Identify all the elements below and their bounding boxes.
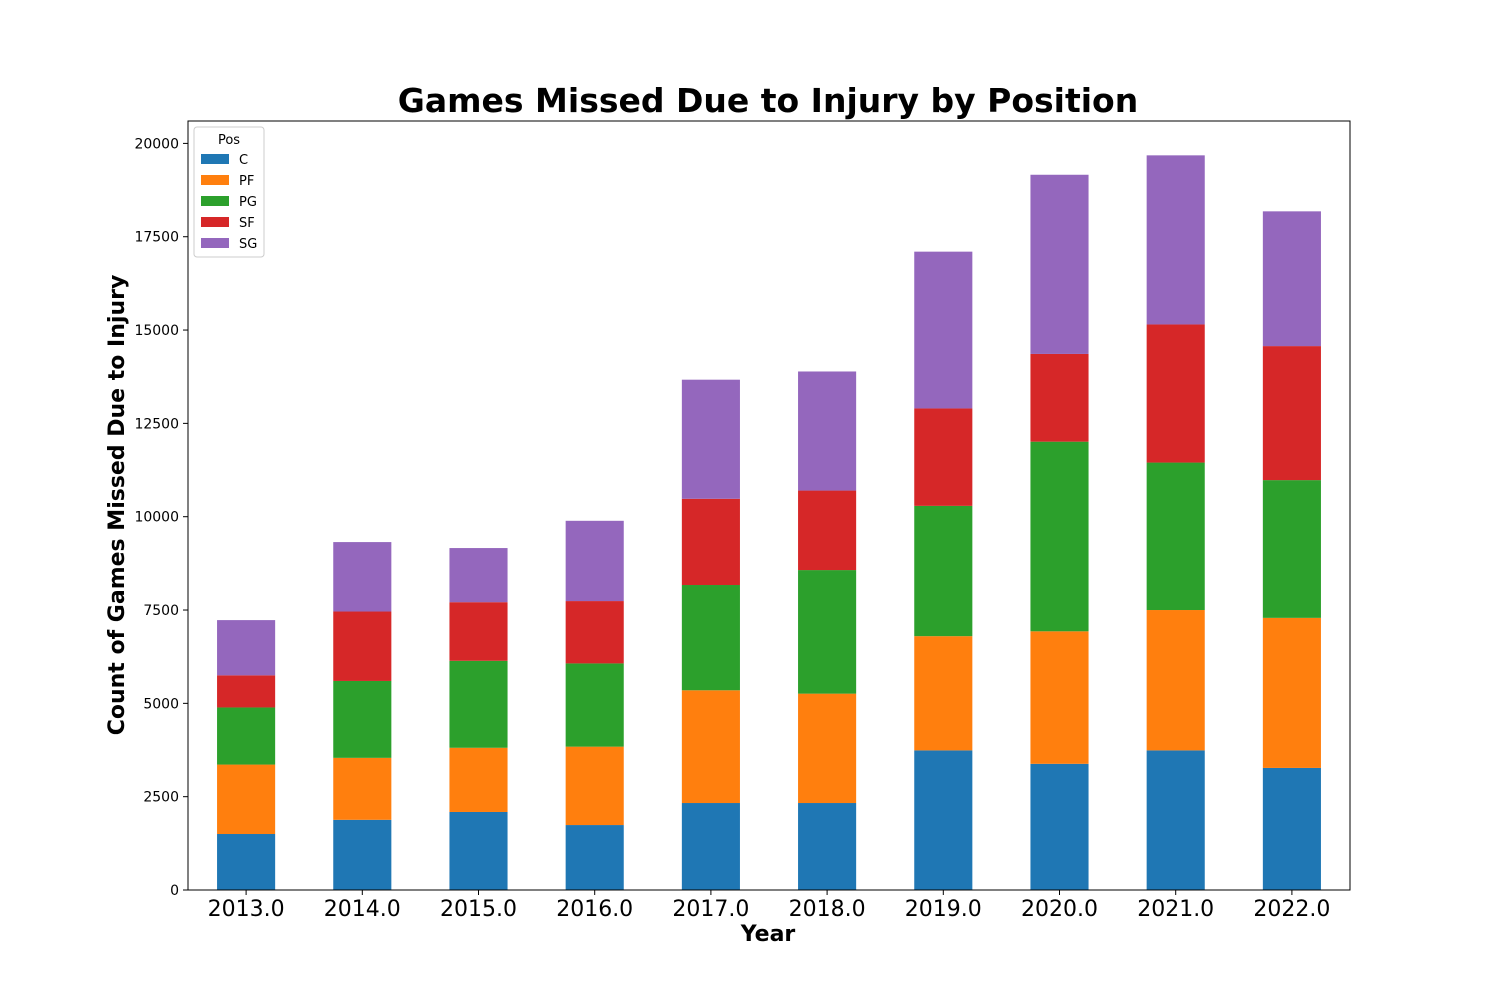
- bars-group: [217, 155, 1321, 890]
- legend-swatch-pf: [201, 175, 229, 185]
- bar-pg-2: [449, 660, 508, 748]
- y-tick-label-5: 12500: [134, 416, 179, 432]
- bar-sf-0: [217, 675, 276, 708]
- bar-c-8: [1146, 750, 1205, 890]
- y-tick-label-6: 15000: [134, 323, 179, 339]
- bar-pg-3: [565, 663, 624, 747]
- bar-pf-2: [449, 747, 508, 812]
- x-tick-label-4: 2017.0: [672, 897, 749, 922]
- bar-c-6: [914, 750, 973, 890]
- x-tick-label-1: 2014.0: [324, 897, 401, 922]
- bar-c-4: [681, 803, 740, 890]
- bar-pf-4: [681, 690, 740, 804]
- bar-sg-5: [798, 371, 857, 491]
- x-tick-label-9: 2022.0: [1253, 897, 1330, 922]
- bar-sf-6: [914, 408, 973, 506]
- legend-swatch-pg: [201, 196, 229, 206]
- bar-pf-8: [1146, 610, 1205, 751]
- bar-sg-8: [1146, 155, 1205, 325]
- legend-label-sg: SG: [239, 237, 257, 252]
- x-axis: 2013.0 2014.0 2015.0 2016.0 2017.0 2018.0 2019…: [208, 890, 1330, 922]
- legend-label-pf: PF: [239, 174, 254, 189]
- bar-pg-6: [914, 505, 973, 637]
- bar-sg-1: [333, 542, 392, 612]
- y-tick-label-2: 5000: [143, 696, 179, 712]
- bar-pg-8: [1146, 462, 1205, 611]
- bar-sg-0: [217, 620, 276, 676]
- bar-sf-4: [681, 498, 740, 586]
- bar-sf-5: [798, 490, 857, 571]
- y-axis-label: Count of Games Missed Due to Injury: [105, 275, 130, 736]
- bar-sf-2: [449, 602, 508, 661]
- legend-swatch-c: [201, 154, 229, 164]
- bar-sf-1: [333, 611, 392, 681]
- bar-pf-6: [914, 636, 973, 751]
- bar-pf-5: [798, 693, 857, 804]
- bar-pf-7: [1030, 631, 1089, 764]
- bar-sf-9: [1262, 346, 1321, 481]
- bar-sg-4: [681, 379, 740, 499]
- legend-swatch-sf: [201, 217, 229, 227]
- bar-sf-8: [1146, 324, 1205, 463]
- x-tick-label-0: 2013.0: [208, 897, 285, 922]
- plot-frame: [187, 120, 1351, 891]
- bar-sg-9: [1262, 211, 1321, 347]
- bar-sf-7: [1030, 353, 1089, 442]
- bar-pf-9: [1262, 617, 1321, 768]
- bar-pf-0: [217, 764, 276, 835]
- bar-pg-7: [1030, 441, 1089, 632]
- bar-pg-0: [217, 707, 276, 765]
- x-tick-label-2: 2015.0: [440, 897, 517, 922]
- y-tick-label-7: 17500: [134, 230, 179, 246]
- bar-pg-4: [681, 585, 740, 691]
- bar-sg-3: [565, 520, 624, 602]
- x-tick-label-3: 2016.0: [556, 897, 633, 922]
- bar-pf-3: [565, 746, 624, 826]
- bar-c-7: [1030, 763, 1089, 890]
- x-tick-label-5: 2018.0: [789, 897, 866, 922]
- y-tick-label-4: 10000: [134, 510, 179, 526]
- bar-c-0: [217, 834, 276, 890]
- bar-pf-1: [333, 757, 392, 820]
- bar-sg-2: [449, 548, 508, 603]
- x-tick-label-7: 2020.0: [1021, 897, 1098, 922]
- bar-c-5: [798, 803, 857, 890]
- bar-sg-7: [1030, 174, 1089, 354]
- legend-label-pg: PG: [239, 195, 257, 210]
- bar-c-9: [1262, 767, 1321, 890]
- bar-c-3: [565, 825, 624, 890]
- bar-pg-5: [798, 570, 857, 694]
- bar-pg-9: [1262, 480, 1321, 618]
- x-tick-label-6: 2019.0: [905, 897, 982, 922]
- legend-swatch-sg: [201, 238, 229, 248]
- y-tick-label-3: 7500: [143, 603, 179, 619]
- chart-title: Games Missed Due to Injury by Position: [398, 81, 1138, 120]
- y-tick-label-0: 0: [170, 883, 179, 899]
- bar-pg-1: [333, 680, 392, 758]
- legend-label-c: C: [239, 153, 248, 168]
- bar-sg-6: [914, 251, 973, 409]
- legend-label-sf: SF: [239, 216, 255, 231]
- x-tick-label-8: 2021.0: [1137, 897, 1214, 922]
- legend: Pos C PF PG SF SG: [193, 126, 265, 258]
- y-axis: 0 2500 5000 7500 10000 12500 15000 17500 20000: [134, 136, 188, 899]
- x-axis-label: Year: [740, 922, 796, 947]
- bar-sf-3: [565, 601, 624, 664]
- y-tick-label-8: 20000: [134, 136, 179, 152]
- bar-c-2: [449, 811, 508, 890]
- legend-title: Pos: [218, 133, 240, 148]
- bar-c-1: [333, 819, 392, 890]
- y-tick-label-1: 2500: [143, 790, 179, 806]
